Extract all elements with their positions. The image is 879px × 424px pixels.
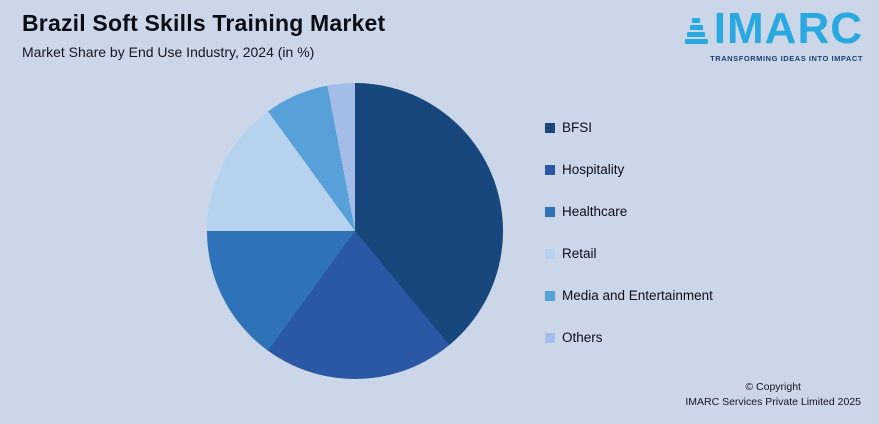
legend-swatch <box>545 248 555 259</box>
legend-item: Healthcare <box>545 204 713 219</box>
page-title: Brazil Soft Skills Training Market <box>22 10 386 36</box>
tower-bar <box>689 24 703 30</box>
copyright-line2: IMARC Services Private Limited 2025 <box>685 395 861 408</box>
legend-label: Retail <box>562 246 597 261</box>
tower-bar <box>692 17 701 23</box>
tower-bar <box>687 31 706 37</box>
tower-bar <box>684 38 708 44</box>
legend-swatch <box>545 164 555 175</box>
legend-swatch <box>545 206 555 217</box>
legend-item: Retail <box>545 246 713 261</box>
legend-item: BFSI <box>545 120 713 135</box>
copyright: © Copyright IMARC Services Private Limit… <box>685 380 861 410</box>
imarc-logo: IMARC TRANSFORMING IDEAS INTO IMPACT <box>684 4 863 63</box>
legend-item: Media and Entertainment <box>545 288 713 303</box>
legend-item: Hospitality <box>545 162 713 177</box>
legend-swatch <box>545 290 555 301</box>
logo-tagline: TRANSFORMING IDEAS INTO IMPACT <box>710 53 863 63</box>
legend-swatch <box>545 332 555 343</box>
header: Brazil Soft Skills Training Market Marke… <box>22 10 385 60</box>
legend-label: BFSI <box>562 120 593 135</box>
legend-item: Others <box>545 330 713 345</box>
logo-row: IMARC <box>684 4 863 53</box>
pie-chart <box>207 83 503 379</box>
legend: BFSI Hospitality Healthcare Retail Media… <box>545 120 713 345</box>
legend-label: Media and Entertainment <box>562 288 713 303</box>
copyright-line1: © Copyright <box>745 380 801 393</box>
logo-text: IMARC <box>713 4 863 53</box>
legend-swatch <box>545 122 555 133</box>
imarc-tower-icon <box>684 17 708 50</box>
legend-label: Others <box>562 330 603 345</box>
legend-label: Healthcare <box>562 204 628 219</box>
legend-label: Hospitality <box>562 162 625 177</box>
page-subtitle: Market Share by End Use Industry, 2024 (… <box>22 44 315 60</box>
